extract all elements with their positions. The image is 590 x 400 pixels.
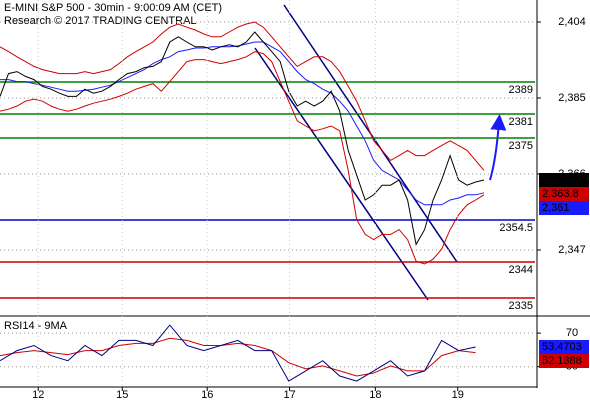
y-tick-label: 70 bbox=[566, 327, 578, 339]
y-tick-label: 2,385 bbox=[558, 92, 586, 104]
price-label: 2,363.8 bbox=[542, 188, 579, 200]
chart-subtitle: Research © 2017 TRADING CENTRAL bbox=[4, 15, 197, 27]
chart-title: E-MINI S&P 500 - 30min - 9:00:09 AM (CET… bbox=[4, 2, 222, 14]
price-label-box bbox=[539, 353, 589, 368]
level-label: 2389 bbox=[509, 84, 533, 96]
forecast-arrow bbox=[489, 114, 507, 181]
series-line bbox=[0, 324, 476, 382]
x-tick-label: 16 bbox=[201, 389, 213, 400]
series-line bbox=[0, 41, 485, 206]
x-tick-label: 17 bbox=[283, 389, 295, 400]
x-tick-label: 15 bbox=[116, 389, 128, 400]
price-label: 52.1388 bbox=[542, 355, 582, 367]
series-line bbox=[0, 31, 485, 246]
series-line bbox=[0, 21, 485, 171]
rsi-title: RSI14 - 9MA bbox=[4, 320, 68, 332]
x-tick-label: 18 bbox=[369, 389, 381, 400]
level-label: 2381 bbox=[509, 116, 533, 128]
price-label-box bbox=[539, 201, 589, 215]
level-label: 2335 bbox=[509, 300, 533, 312]
price-label: 53.4703 bbox=[542, 341, 582, 353]
level-label: 2375 bbox=[509, 140, 533, 152]
series-line bbox=[0, 51, 485, 265]
level-label: 2354.5 bbox=[499, 222, 533, 234]
x-tick-label: 12 bbox=[32, 389, 44, 400]
level-label: 2344 bbox=[509, 264, 533, 276]
y-tick-label: 2,347 bbox=[558, 244, 586, 256]
y-tick-label: 2,404 bbox=[558, 16, 586, 28]
series-line bbox=[0, 337, 476, 377]
price-label: 2,364.5 bbox=[542, 174, 579, 186]
price-label: 2,361 bbox=[542, 202, 570, 214]
price-label-box bbox=[539, 339, 589, 354]
price-label-box bbox=[539, 173, 589, 187]
price-label-box bbox=[539, 187, 589, 201]
x-tick-label: 19 bbox=[452, 389, 464, 400]
